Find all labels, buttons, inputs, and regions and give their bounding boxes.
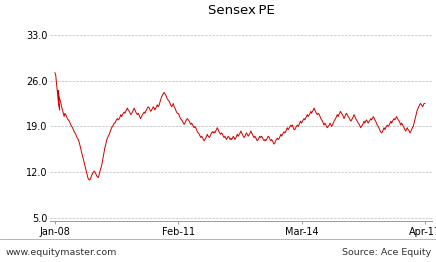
Text: www.equitymaster.com: www.equitymaster.com bbox=[5, 248, 116, 257]
Title: Sensex PE: Sensex PE bbox=[208, 4, 274, 17]
Text: Source: Ace Equity: Source: Ace Equity bbox=[341, 248, 431, 257]
